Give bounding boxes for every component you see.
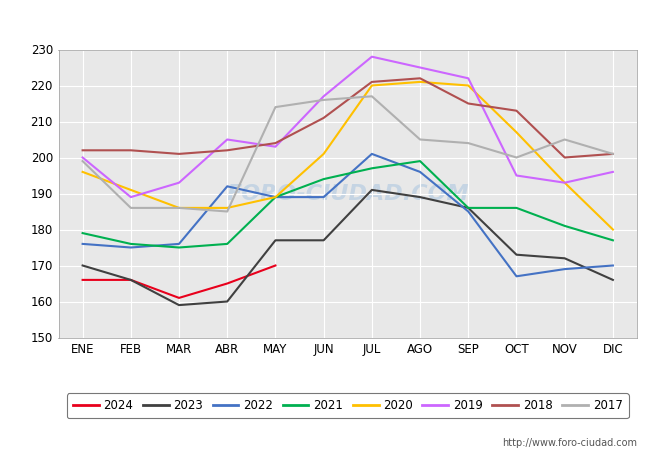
Text: Afiliados en Entrimo a 31/5/2024: Afiliados en Entrimo a 31/5/2024 xyxy=(177,11,473,29)
Text: http://www.foro-ciudad.com: http://www.foro-ciudad.com xyxy=(502,438,637,448)
Legend: 2024, 2023, 2022, 2021, 2020, 2019, 2018, 2017: 2024, 2023, 2022, 2021, 2020, 2019, 2018… xyxy=(67,393,629,418)
Text: FORO-CIUDAD.COM: FORO-CIUDAD.COM xyxy=(226,184,469,203)
